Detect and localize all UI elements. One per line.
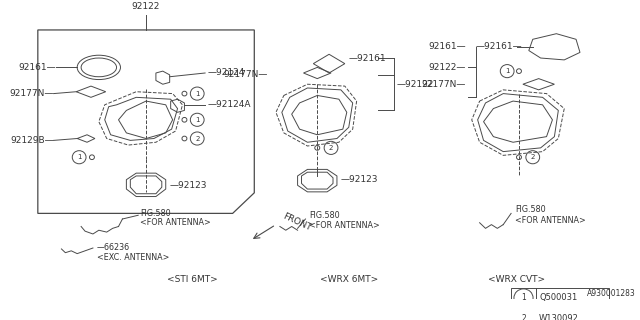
Text: <FOR ANTENNA>: <FOR ANTENNA> [309,221,380,230]
Text: —92124A: —92124A [207,100,251,109]
Text: A930001283: A930001283 [588,289,636,298]
Text: <FOR ANTENNA>: <FOR ANTENNA> [140,218,211,227]
Text: 1: 1 [195,117,200,123]
Text: 2: 2 [521,315,526,320]
Text: 1: 1 [195,91,200,97]
Text: —92122: —92122 [397,80,435,89]
Text: —66236: —66236 [97,243,130,252]
Text: W130092: W130092 [539,315,579,320]
Text: <EXC. ANTENNA>: <EXC. ANTENNA> [97,253,169,262]
Text: 92177N—: 92177N— [224,70,268,79]
Text: Q500031: Q500031 [539,293,577,302]
Text: 92177N—: 92177N— [9,89,54,98]
Text: 2: 2 [329,145,333,151]
Text: 92129B—: 92129B— [10,136,54,145]
Text: 92122—: 92122— [428,63,466,72]
Text: 2: 2 [195,135,200,141]
Text: <WRX CVT>: <WRX CVT> [488,275,545,284]
Text: 92177N—: 92177N— [422,80,466,89]
Text: FIG.580: FIG.580 [140,209,171,218]
Text: <FOR ANTENNA>: <FOR ANTENNA> [515,216,586,225]
Text: FIG.580: FIG.580 [309,211,340,220]
Text: —92161: —92161 [349,53,387,62]
Text: 92161—: 92161— [18,63,56,72]
Text: —92123: —92123 [170,181,207,190]
Bar [511,308,609,320]
Text: FIG.580: FIG.580 [515,205,546,214]
Bar [511,287,609,308]
Text: —92161—: —92161— [476,42,522,51]
Text: 1: 1 [521,293,526,302]
Text: <STI 6MT>: <STI 6MT> [167,275,218,284]
Text: <WRX 6MT>: <WRX 6MT> [319,275,378,284]
Text: 1: 1 [77,154,81,160]
Text: FRONT: FRONT [281,211,312,232]
Text: 2: 2 [531,154,535,160]
Text: 1: 1 [505,68,509,74]
Text: —92123: —92123 [341,175,378,184]
Text: —92124: —92124 [207,68,244,77]
Text: 92161—: 92161— [428,42,466,51]
Text: 92122: 92122 [132,2,160,11]
